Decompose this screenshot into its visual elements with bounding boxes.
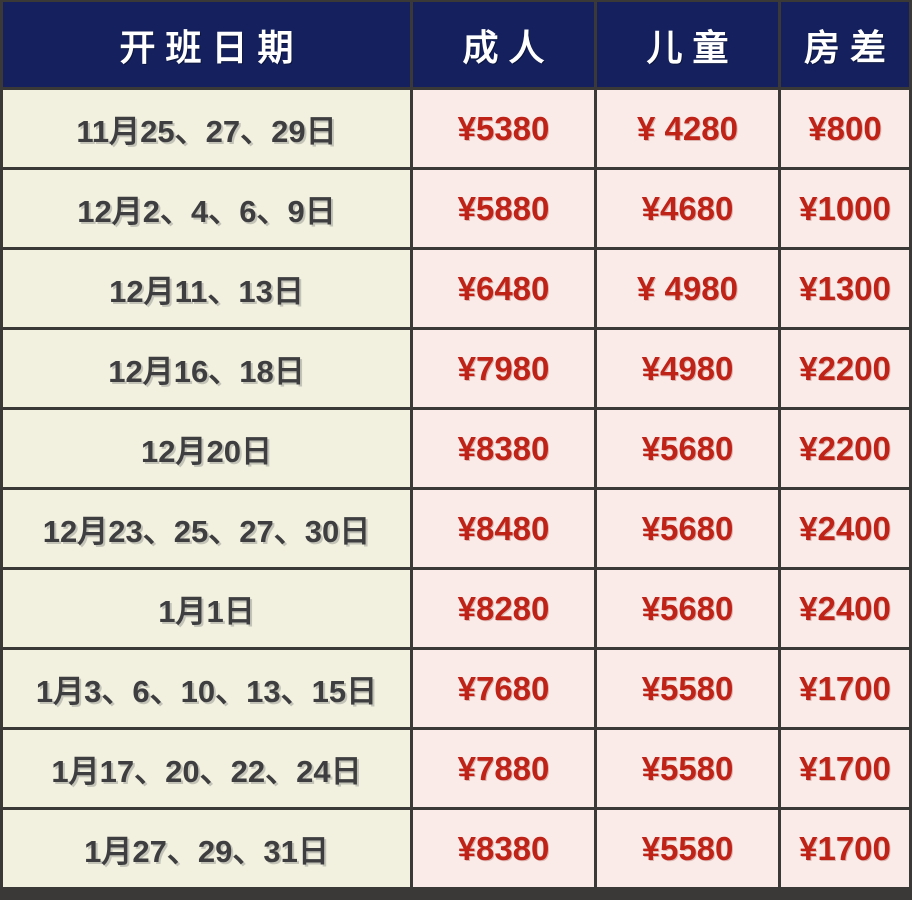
table-row-date: 12月2、4、6、9日: [3, 170, 410, 247]
table-row-adult: ¥8380: [413, 410, 594, 487]
table-row-child: ¥4980: [597, 330, 778, 407]
table-row-adult: ¥7680: [413, 650, 594, 727]
table-row-room-diff: ¥2200: [781, 330, 909, 407]
table-row-room-diff: ¥1700: [781, 810, 909, 887]
table-row-date: 1月3、6、10、13、15日: [3, 650, 410, 727]
table-row-room-diff: ¥1700: [781, 650, 909, 727]
table-row-adult: ¥5380: [413, 90, 594, 167]
table-row-room-diff: ¥2400: [781, 490, 909, 567]
column-header-child: 儿童: [597, 2, 778, 87]
table-row-date: 12月11、13日: [3, 250, 410, 327]
table-row-child: ¥5680: [597, 410, 778, 487]
column-header-start-date: 开班日期: [3, 2, 410, 87]
table-row-room-diff: ¥1300: [781, 250, 909, 327]
table-row-child: ¥ 4980: [597, 250, 778, 327]
table-row-adult: ¥8280: [413, 570, 594, 647]
table-row-adult: ¥7880: [413, 730, 594, 807]
table-row-adult: ¥8380: [413, 810, 594, 887]
column-header-adult: 成人: [413, 2, 594, 87]
table-row-child: ¥ 4280: [597, 90, 778, 167]
table-row-adult: ¥6480: [413, 250, 594, 327]
table-row-date: 1月27、29、31日: [3, 810, 410, 887]
table-row-date: 1月17、20、22、24日: [3, 730, 410, 807]
table-row-room-diff: ¥2400: [781, 570, 909, 647]
table-row-child: ¥5580: [597, 810, 778, 887]
table-row-room-diff: ¥2200: [781, 410, 909, 487]
table-row-adult: ¥5880: [413, 170, 594, 247]
column-header-room-diff: 房差: [781, 2, 909, 87]
table-row-room-diff: ¥800: [781, 90, 909, 167]
table-row-date: 1月1日: [3, 570, 410, 647]
table-row-date: 12月20日: [3, 410, 410, 487]
table-row-date: 12月16、18日: [3, 330, 410, 407]
table-row-child: ¥5680: [597, 570, 778, 647]
table-row-child: ¥5580: [597, 730, 778, 807]
table-row-child: ¥4680: [597, 170, 778, 247]
table-row-child: ¥5580: [597, 650, 778, 727]
table-row-room-diff: ¥1000: [781, 170, 909, 247]
table-row-adult: ¥8480: [413, 490, 594, 567]
table-row-adult: ¥7980: [413, 330, 594, 407]
table-row-child: ¥5680: [597, 490, 778, 567]
table-row-date: 12月23、25、27、30日: [3, 490, 410, 567]
table-row-date: 11月25、27、29日: [3, 90, 410, 167]
table-row-room-diff: ¥1700: [781, 730, 909, 807]
